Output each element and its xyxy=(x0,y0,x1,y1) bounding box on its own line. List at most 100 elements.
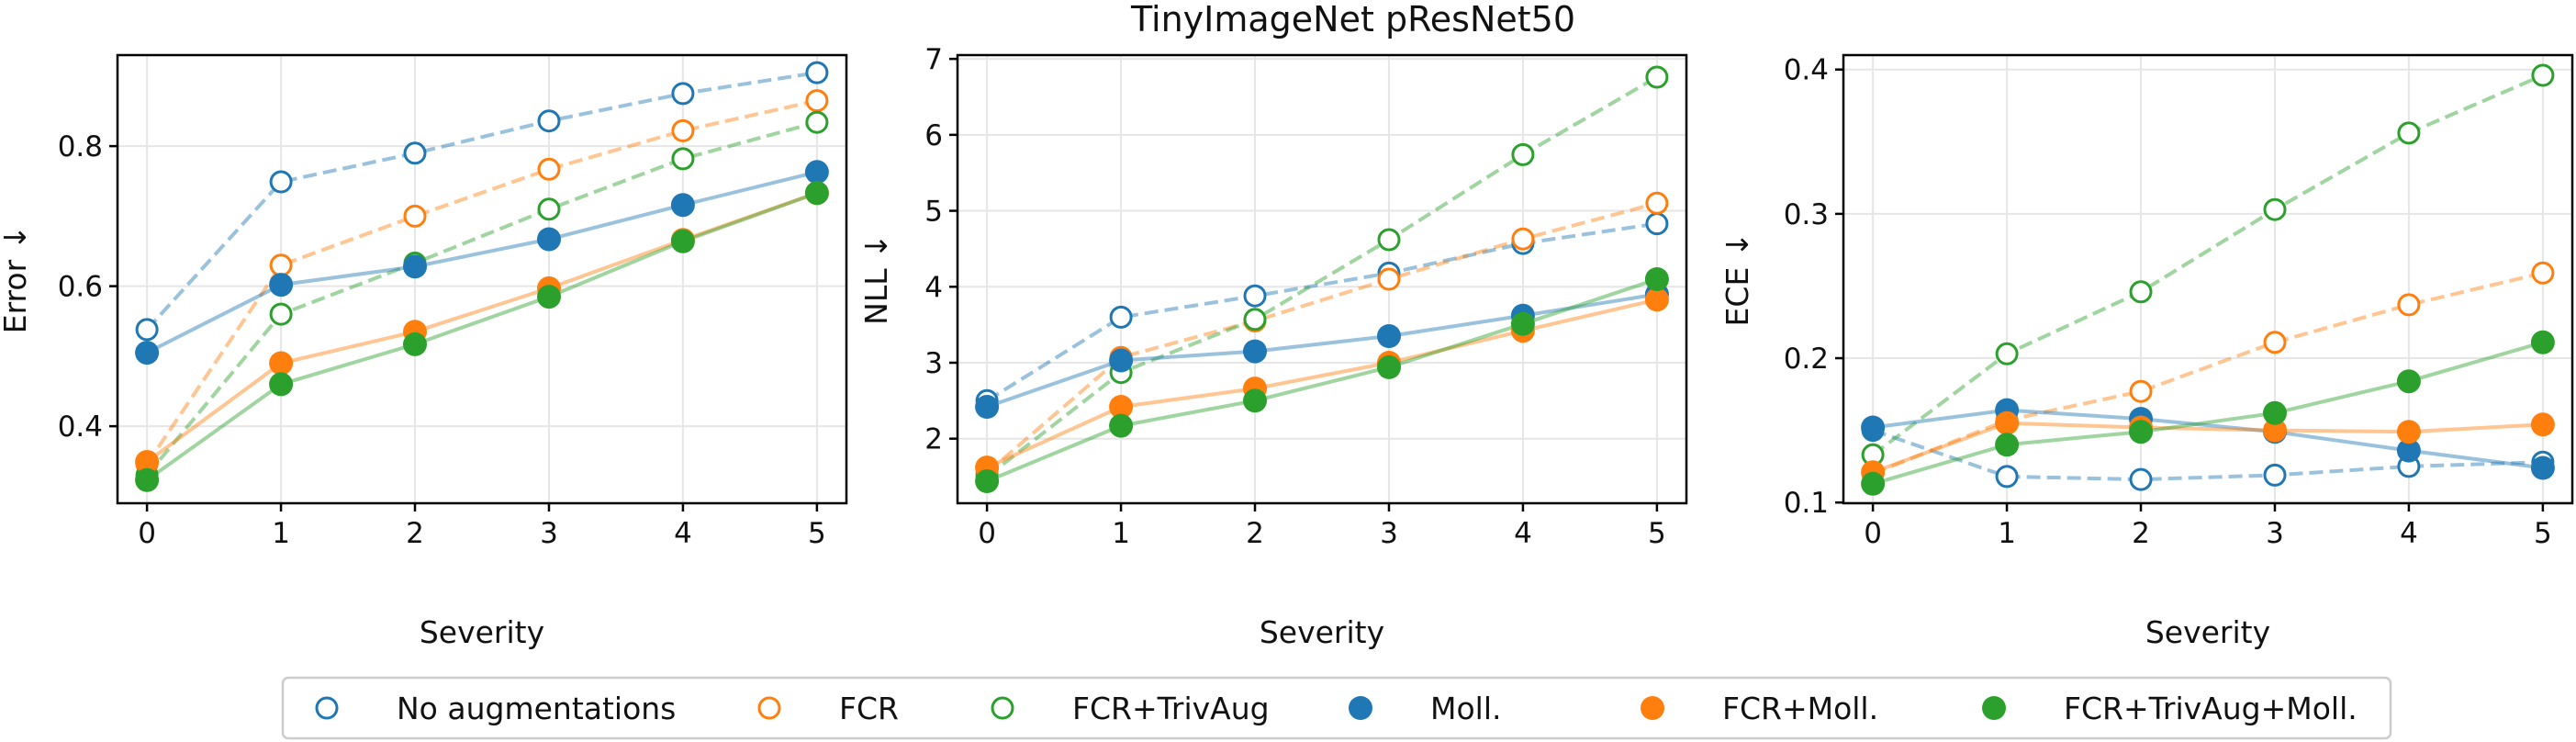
x-tick-label: 0 xyxy=(978,517,996,550)
data-point xyxy=(975,469,999,493)
legend-marker xyxy=(1982,696,2006,720)
series-line-fcr-trivaug xyxy=(1873,75,2543,455)
data-point xyxy=(2131,469,2151,489)
data-point xyxy=(1243,340,1267,364)
data-point xyxy=(269,372,293,396)
data-point xyxy=(1647,193,1667,213)
series-lines xyxy=(147,73,817,480)
data-point xyxy=(271,255,291,275)
data-point xyxy=(403,332,427,356)
y-tick-label: 0.8 xyxy=(58,130,103,163)
y-tick-label: 7 xyxy=(924,43,943,76)
data-point xyxy=(539,159,559,179)
data-point xyxy=(405,206,425,226)
y-axis-label: Error ↓ xyxy=(0,225,33,334)
legend-marker xyxy=(1641,696,1664,720)
data-point xyxy=(807,91,827,111)
y-tick-label: 0.1 xyxy=(1784,487,1829,520)
data-point xyxy=(1861,416,1885,440)
data-point xyxy=(1513,229,1533,249)
x-tick-label: 1 xyxy=(1998,517,2016,550)
legend-label: FCR+TrivAug xyxy=(1072,691,1270,726)
x-tick-label: 5 xyxy=(808,517,826,550)
data-point xyxy=(975,395,999,419)
data-point xyxy=(1109,414,1133,438)
y-tick-label: 0.2 xyxy=(1784,343,1829,376)
data-point xyxy=(537,285,561,309)
data-point xyxy=(2265,199,2285,219)
x-tick-label: 2 xyxy=(406,517,424,550)
y-tick-label: 0.4 xyxy=(1784,54,1829,87)
data-point xyxy=(2131,381,2151,401)
data-point xyxy=(403,254,427,278)
y-axis-label: NLL ↓ xyxy=(858,233,894,325)
x-tick-label: 5 xyxy=(1648,517,1666,550)
data-point xyxy=(269,273,293,297)
data-point xyxy=(2533,263,2553,283)
data-point xyxy=(2399,295,2419,315)
data-point xyxy=(1111,307,1131,327)
data-point xyxy=(269,352,293,376)
legend-marker xyxy=(317,698,337,718)
subplot-error: 0 1 2 3 4 50.40.60.8SeverityError ↓ xyxy=(0,55,846,650)
series-line-fcr xyxy=(987,203,1657,473)
legend-label: FCR xyxy=(839,691,899,726)
data-point xyxy=(1379,230,1399,250)
data-point xyxy=(1645,267,1669,291)
x-tick-label: 1 xyxy=(272,517,290,550)
y-tick-label: 0.6 xyxy=(58,271,103,304)
data-point xyxy=(1861,472,1885,496)
data-point xyxy=(271,304,291,324)
data-point xyxy=(1647,67,1667,87)
data-point xyxy=(2129,420,2153,444)
series-lines xyxy=(987,77,1657,481)
data-point xyxy=(807,112,827,132)
data-point xyxy=(1997,467,2017,487)
data-point xyxy=(671,230,695,253)
data-point xyxy=(2531,331,2555,354)
x-tick-label: 1 xyxy=(1112,517,1130,550)
series-line-fcr-trivaug xyxy=(147,122,817,475)
x-tick-label: 3 xyxy=(1380,517,1398,550)
data-point xyxy=(2131,282,2151,302)
legend-marker xyxy=(759,698,779,718)
y-axis-label: ECE ↓ xyxy=(1719,232,1755,327)
data-point xyxy=(1377,324,1401,348)
x-tick-label: 2 xyxy=(2132,517,2150,550)
data-point xyxy=(2263,401,2287,425)
series-lines xyxy=(1873,75,2543,484)
x-tick-label: 0 xyxy=(1864,517,1882,550)
data-point xyxy=(673,120,693,141)
y-tick-label: 2 xyxy=(924,423,943,456)
series-line-fcr-moll- xyxy=(147,193,817,462)
data-point xyxy=(537,228,561,252)
subplot-ece: 0 1 2 3 4 5 0.1 0.2 0.3 0.4 Severity ECE ↓ xyxy=(1719,54,2572,650)
y-tick-label: 0.4 xyxy=(58,410,103,444)
data-point xyxy=(1645,287,1669,311)
data-point xyxy=(1379,269,1399,289)
y-tick-label: 6 xyxy=(924,119,943,152)
data-point xyxy=(2531,456,2555,480)
data-point xyxy=(539,111,559,131)
data-point xyxy=(673,149,693,169)
figure: TinyImageNet pResNet50 0 1 2 3 4 50.40.60.8Se… xyxy=(0,0,2576,742)
data-point xyxy=(1245,286,1265,306)
x-tick-label: 3 xyxy=(540,517,558,550)
data-point xyxy=(405,143,425,163)
data-point xyxy=(2265,465,2285,485)
x-tick-label: 2 xyxy=(1246,517,1264,550)
plot-frame xyxy=(118,55,846,503)
data-point xyxy=(805,160,829,184)
data-point xyxy=(1997,343,2017,364)
x-tick-label: 4 xyxy=(674,517,692,550)
figure-title: TinyImageNet pResNet50 xyxy=(1130,0,1575,39)
data-point xyxy=(1995,411,2019,435)
legend-marker xyxy=(992,698,1013,718)
series-line-no-augmentations xyxy=(147,73,817,330)
data-point xyxy=(2399,123,2419,143)
data-point xyxy=(2397,369,2421,393)
data-point xyxy=(673,84,693,104)
data-point xyxy=(1109,349,1133,373)
data-point xyxy=(271,172,291,192)
data-point xyxy=(1243,388,1267,412)
